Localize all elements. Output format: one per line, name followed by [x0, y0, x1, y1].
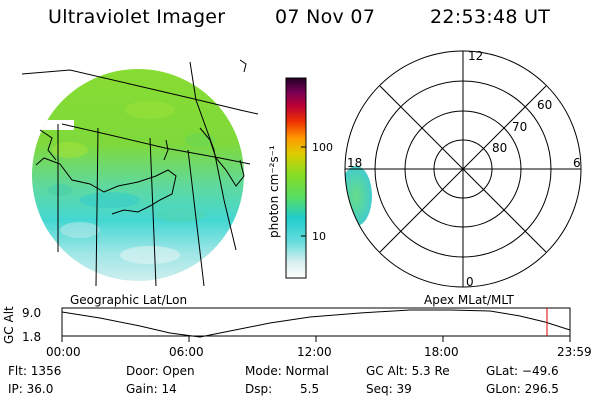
geo-emission-map: [32, 69, 244, 281]
observation-date: 07 Nov 07: [275, 6, 376, 28]
ip-value: IP: 36.0: [8, 382, 54, 396]
mode-value: Mode: Normal: [245, 364, 329, 378]
geo-longitude: GLon: 296.5: [486, 382, 559, 396]
door-status: Door: Open: [126, 364, 195, 378]
sequence-number: Seq: 39: [366, 382, 412, 396]
gc-altitude: GC Alt: 5.3 Re: [366, 364, 450, 378]
geographic-label: Geographic Lat/Lon: [70, 293, 188, 307]
instrument-title: Ultraviolet Imager: [48, 6, 226, 28]
observation-time: 22:53:48 UT: [430, 6, 551, 28]
flight-number: Flt: 1356: [8, 364, 62, 378]
geo-grid-lines: [21, 59, 259, 287]
dsp-label: Dsp:: [245, 382, 273, 396]
geo-latitude: GLat: −49.6: [486, 364, 559, 378]
gain-value: Gain: 14: [126, 382, 177, 396]
dsp-value: 5.5: [300, 382, 320, 396]
apex-label: Apex MLat/MLT: [424, 293, 514, 307]
